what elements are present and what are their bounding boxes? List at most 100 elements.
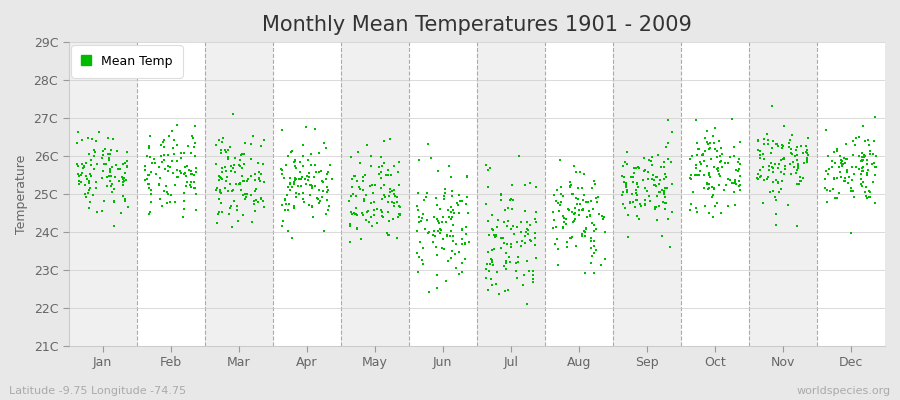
Point (774, 168, 788, 175)
Point (281, 228, 295, 234)
Point (219, 178, 233, 184)
Point (777, 156, 791, 162)
Point (248, 177, 262, 183)
Point (284, 184, 299, 190)
Point (359, 209, 374, 216)
Point (446, 238, 461, 244)
Point (728, 180, 742, 187)
Point (248, 186, 263, 192)
Point (321, 186, 336, 193)
Point (582, 212, 597, 219)
Point (95, 152, 110, 158)
Point (790, 164, 805, 171)
Point (507, 230, 521, 237)
Point (180, 179, 194, 185)
Point (247, 198, 261, 204)
Point (293, 182, 308, 189)
Point (665, 129, 680, 136)
Point (288, 175, 302, 181)
Point (765, 103, 779, 109)
Point (224, 163, 238, 169)
Point (641, 176, 655, 183)
Point (250, 199, 265, 205)
Point (356, 210, 370, 216)
Point (789, 144, 804, 150)
Point (598, 256, 612, 263)
Point (628, 204, 643, 211)
Point (95, 154, 110, 161)
Point (697, 171, 711, 178)
Point (152, 181, 166, 188)
Point (727, 144, 742, 150)
Bar (68, 42, 137, 346)
Point (550, 236, 564, 243)
Point (576, 206, 590, 213)
Point (649, 183, 663, 189)
Point (76, 164, 91, 170)
Point (634, 203, 648, 209)
Point (652, 181, 666, 187)
Point (450, 200, 464, 206)
Point (385, 216, 400, 223)
Point (410, 227, 425, 234)
Point (210, 220, 224, 226)
Point (214, 175, 229, 181)
Point (553, 202, 567, 208)
Point (692, 146, 706, 152)
Point (689, 140, 704, 146)
Point (377, 192, 392, 198)
Point (248, 171, 262, 178)
Point (430, 272, 445, 278)
Point (148, 160, 162, 166)
Point (141, 171, 156, 178)
Point (851, 134, 866, 140)
Point (220, 156, 235, 162)
Point (144, 199, 158, 205)
Point (164, 192, 178, 198)
Point (644, 154, 659, 160)
Point (819, 168, 833, 174)
Point (632, 165, 646, 171)
Point (783, 171, 797, 178)
Point (433, 230, 447, 236)
Point (626, 174, 641, 180)
Point (576, 197, 590, 203)
Point (424, 154, 438, 161)
Point (377, 182, 392, 188)
Point (220, 153, 235, 160)
Point (120, 149, 134, 155)
Point (221, 147, 236, 153)
Point (706, 186, 721, 192)
Point (184, 150, 199, 156)
Point (99, 182, 113, 189)
Point (865, 161, 879, 168)
Point (234, 173, 248, 180)
Point (436, 213, 450, 220)
Point (637, 196, 652, 203)
Point (142, 185, 157, 191)
Point (306, 174, 320, 180)
Point (709, 200, 724, 206)
Point (224, 203, 238, 210)
Point (214, 168, 229, 175)
Point (860, 161, 874, 168)
Point (222, 181, 237, 187)
Point (445, 255, 459, 262)
Point (313, 198, 328, 204)
Point (157, 157, 171, 163)
Point (618, 180, 633, 186)
Point (832, 168, 847, 175)
Point (281, 153, 295, 159)
Point (382, 193, 396, 199)
Point (184, 133, 199, 140)
Point (529, 209, 544, 216)
Point (597, 214, 611, 220)
Point (393, 204, 408, 210)
Point (319, 211, 333, 217)
Point (88, 137, 103, 144)
Point (658, 171, 672, 177)
Point (284, 174, 298, 181)
Point (254, 143, 268, 150)
Point (142, 143, 157, 150)
Point (523, 222, 537, 228)
